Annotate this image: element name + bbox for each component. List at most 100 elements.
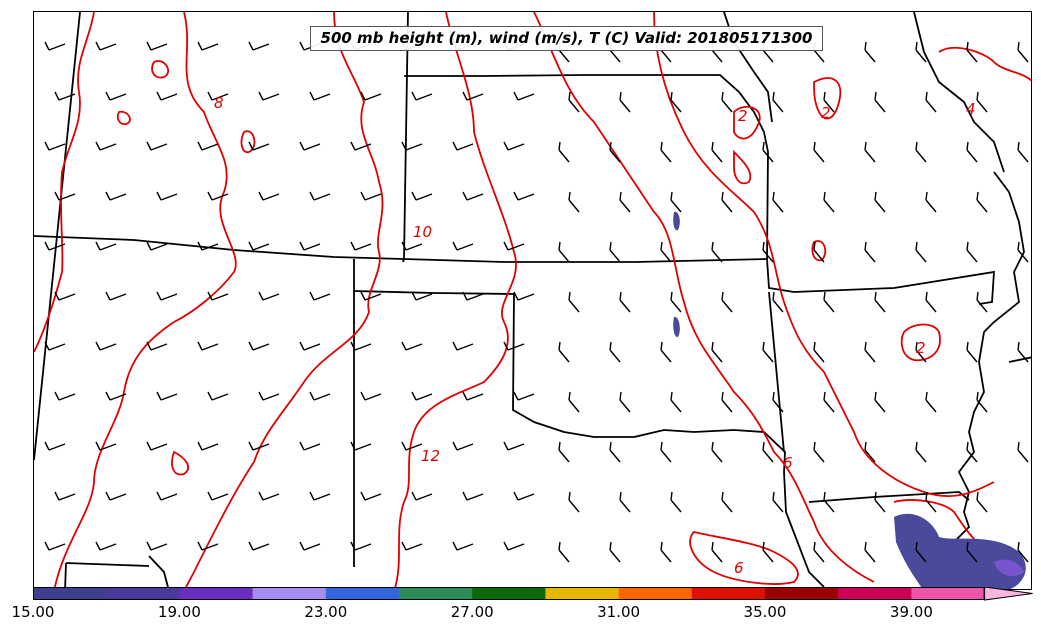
wind-barb (568, 191, 580, 213)
wind-barb (721, 491, 733, 513)
wind-barb (146, 341, 168, 351)
wind-barb (411, 291, 433, 301)
wind-barb (105, 291, 127, 301)
wind-barb (915, 341, 927, 363)
wind-barb (925, 191, 937, 213)
wind-barb (864, 41, 876, 63)
wind-barb (772, 491, 784, 513)
wind-barb (670, 191, 682, 213)
wind-barb (411, 391, 433, 401)
wind-barb (558, 141, 570, 163)
wind-barb (197, 441, 219, 451)
colorbar-extend-arrow (984, 587, 1033, 601)
wind-barb (452, 541, 474, 551)
colorbar-outline (33, 587, 985, 600)
wind-barb (660, 141, 672, 163)
wind-barb (609, 141, 621, 163)
wind-barb (513, 491, 535, 501)
wind-barb (452, 241, 474, 251)
wind-barb (874, 491, 886, 513)
wind-barb (568, 391, 580, 413)
contour-label: 8 (214, 94, 224, 112)
wind-barb (95, 341, 117, 351)
wind-barb (772, 191, 784, 213)
wind-barb (976, 391, 988, 413)
colorbar-tick-label: 35.00 (743, 603, 787, 621)
wind-barb (915, 541, 927, 563)
wind-barb (711, 141, 723, 163)
wind-barb (411, 91, 433, 101)
wind-barb (503, 441, 525, 451)
wind-barb (44, 341, 66, 351)
wind-barb (197, 241, 219, 251)
colorbar-segment (765, 587, 839, 600)
wind-barb (146, 541, 168, 551)
colorbar-tick-label: 19.00 (157, 603, 201, 621)
contour-label: 2 (916, 339, 926, 357)
wind-barb (762, 141, 774, 163)
wind-barb (350, 241, 372, 251)
wind-barb (401, 441, 423, 451)
wind-barb (105, 391, 127, 401)
colorbar-segment (545, 587, 620, 600)
wind-barb (670, 391, 682, 413)
wind-barb (156, 191, 178, 201)
colorbar-segment (179, 587, 254, 600)
wind-barb (258, 291, 280, 301)
wind-barb (864, 341, 876, 363)
wind-barb (44, 41, 66, 51)
wind-barb (401, 341, 423, 351)
wind-barb (660, 541, 672, 563)
wind-barb (864, 441, 876, 463)
wind-barb (299, 441, 321, 451)
wind-barb (452, 441, 474, 451)
wind-barb (44, 441, 66, 451)
contour-label: 2 (738, 107, 748, 125)
wind-barb (813, 341, 825, 363)
contour-label: 4 (966, 100, 976, 118)
wind-barb (711, 341, 723, 363)
wind-barb (360, 91, 382, 101)
wind-barb (966, 41, 978, 63)
wind-barb (915, 41, 927, 63)
temperature-contours (34, 12, 1031, 589)
wind-barb (1017, 341, 1029, 363)
wind-barb (660, 441, 672, 463)
wind-barb (248, 341, 270, 351)
wind-barb (864, 241, 876, 263)
wind-barb (670, 491, 682, 513)
wind-barb (513, 191, 535, 201)
wind-barb (762, 341, 774, 363)
colorbar-segment (472, 587, 546, 600)
colorbar-segment (911, 587, 986, 600)
contour-label: 6 (734, 559, 744, 577)
wind-barb (350, 541, 372, 551)
wind-barb (813, 141, 825, 163)
map-canvas: 8 10 12 2 2 4 2 6 6 (34, 12, 1031, 589)
wind-barb (874, 191, 886, 213)
wind-barb (54, 91, 76, 101)
wind-barb (401, 141, 423, 151)
wind-barb (462, 391, 484, 401)
wind-barb (925, 391, 937, 413)
wind-barb (95, 441, 117, 451)
wind-barb (309, 391, 331, 401)
wind-barb (95, 41, 117, 51)
wind-barb (197, 341, 219, 351)
wind-barb (54, 491, 76, 501)
wind-barb (258, 91, 280, 101)
wind-barb (976, 491, 988, 513)
wind-barb (976, 291, 988, 313)
wind-barb (609, 441, 621, 463)
wind-barb (207, 391, 229, 401)
wind-barb (258, 191, 280, 201)
wind-barb (503, 141, 525, 151)
wind-barb (568, 91, 580, 113)
wind-barb (762, 441, 774, 463)
wind-barb (299, 341, 321, 351)
wind-barb (1017, 141, 1029, 163)
wind-barb (258, 491, 280, 501)
colorbar-segment (252, 587, 327, 600)
wind-barb (874, 91, 886, 113)
wind-barb (350, 341, 372, 351)
